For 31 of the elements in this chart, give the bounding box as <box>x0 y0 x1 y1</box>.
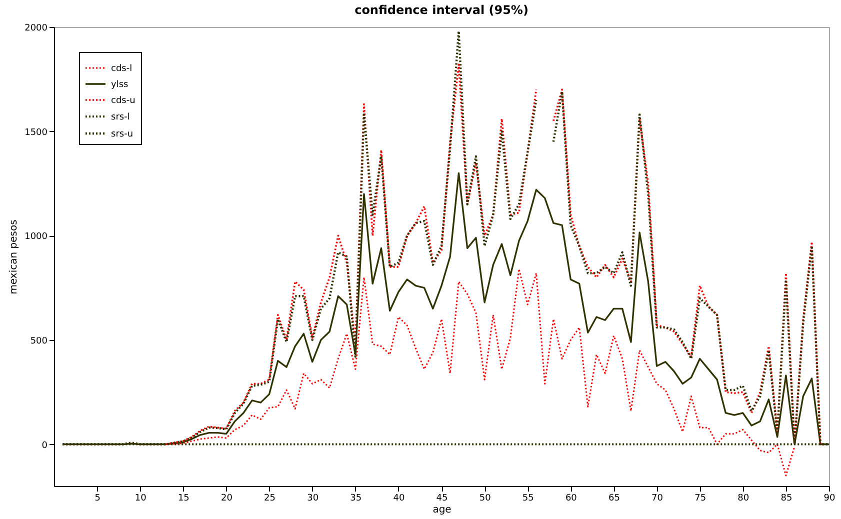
x-axis-title: age <box>432 504 452 516</box>
x-tick-label: 20 <box>220 494 233 504</box>
y-tick-label: 1500 <box>24 128 48 138</box>
x-tick-label: 60 <box>565 494 578 504</box>
x-tick-label: 55 <box>522 494 534 504</box>
y-axis-title: mexican pesos <box>8 220 20 294</box>
x-tick-label: 50 <box>479 494 492 504</box>
x-tick-label: 65 <box>608 494 620 504</box>
x-tick-label: 90 <box>824 494 836 504</box>
x-tick-label: 70 <box>652 494 664 504</box>
y-tick-label: 500 <box>30 336 48 346</box>
x-tick-label: 40 <box>393 494 405 504</box>
legend-label: srs-l <box>111 112 130 122</box>
x-tick-label: 75 <box>694 494 706 504</box>
chart-title: confidence interval (95%) <box>354 3 528 17</box>
legend-label: srs-u <box>111 130 134 140</box>
legend-label: cds-l <box>111 64 132 74</box>
y-tick-label: 2000 <box>24 24 48 34</box>
x-tick-label: 5 <box>94 494 100 504</box>
x-tick-label: 35 <box>350 494 362 504</box>
legend-label: ylss <box>111 80 129 90</box>
x-tick-label: 45 <box>436 494 448 504</box>
y-tick-label: 1000 <box>24 232 48 242</box>
x-tick-label: 10 <box>134 494 147 504</box>
x-tick-label: 25 <box>264 494 276 504</box>
y-tick-label: 0 <box>42 440 48 451</box>
x-tick-label: 85 <box>780 494 792 504</box>
x-tick-label: 30 <box>307 494 319 504</box>
x-tick-label: 15 <box>178 494 190 504</box>
legend-label: cds-u <box>111 96 136 106</box>
x-tick-label: 80 <box>738 494 750 504</box>
